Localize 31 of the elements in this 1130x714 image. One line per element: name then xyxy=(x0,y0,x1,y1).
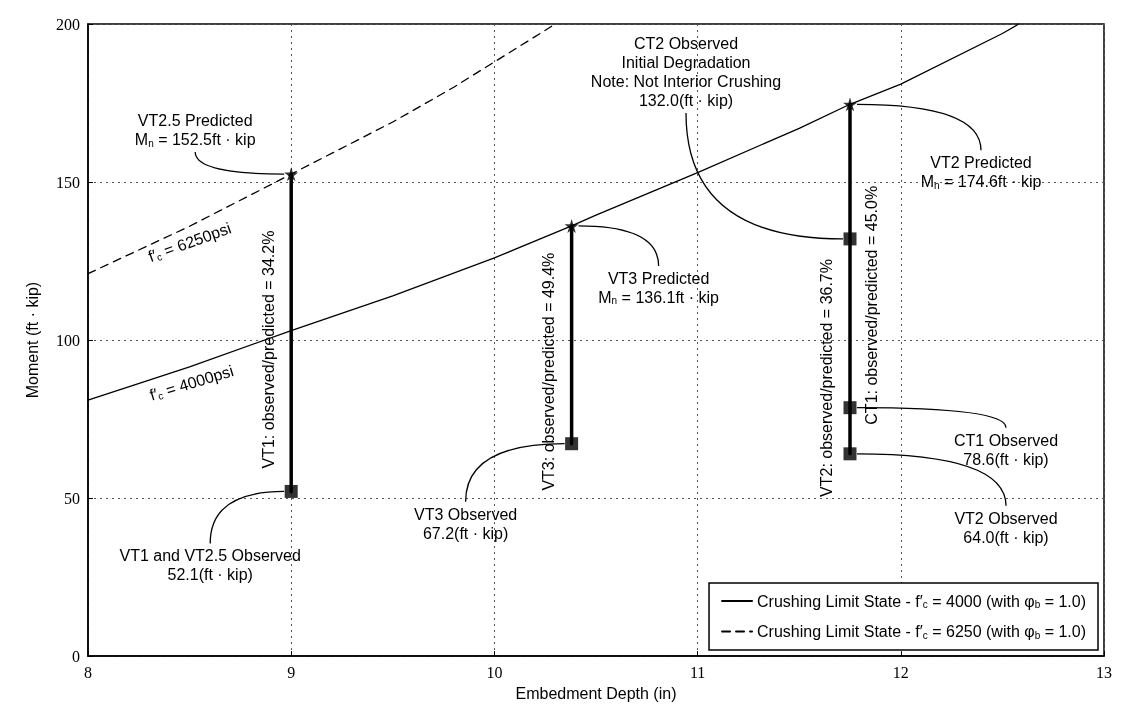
x-tick-label: 12 xyxy=(892,663,909,681)
y-tick-label: 200 xyxy=(56,15,80,33)
annotation: VT1 and VT2.5 Observed 52.1(ft · kip) xyxy=(119,547,301,584)
point xyxy=(843,401,857,415)
point xyxy=(843,447,857,461)
annotation: VT2: observed/predicted = 36.7% xyxy=(817,259,835,497)
x-tick-label: 10 xyxy=(486,663,503,681)
x-tick-label: 11 xyxy=(689,663,706,681)
y-tick-label: 50 xyxy=(64,489,80,507)
annotation: f′c = 4000psi xyxy=(147,362,236,404)
point xyxy=(564,218,579,233)
annotation: VT3 Observed 67.2(ft · kip) xyxy=(414,505,518,542)
x-tick-label: 13 xyxy=(1096,663,1112,681)
annotation: CT2 Observed Initial Degradation Note: Not Interior Crushing 132.0(ft · kip) xyxy=(590,34,782,109)
annotation: CT1: observed/predicted = 45.0% xyxy=(862,185,880,425)
annotation: VT2 Observed 64.0(ft · kip) xyxy=(954,509,1058,546)
point xyxy=(284,484,298,498)
y-axis-title: Moment (ft · kip) xyxy=(23,281,41,399)
annotation: CT1 Observed 78.6(ft · kip) xyxy=(953,431,1059,468)
y-tick-label: 0 xyxy=(72,647,80,665)
x-tick-label: 8 xyxy=(84,663,92,681)
annotation: VT1: observed/predicted = 34.2% xyxy=(259,230,277,469)
point xyxy=(565,437,579,451)
annotation: VT3: observed/predicted = 49.4% xyxy=(540,252,558,491)
y-tick-label: 150 xyxy=(56,173,80,191)
point xyxy=(843,232,857,246)
x-axis-title: Embedment Depth (in) xyxy=(515,684,677,702)
y-tick-label: 100 xyxy=(56,331,80,349)
point xyxy=(843,97,857,112)
point xyxy=(284,167,299,182)
x-tick-label: 9 xyxy=(287,663,296,681)
